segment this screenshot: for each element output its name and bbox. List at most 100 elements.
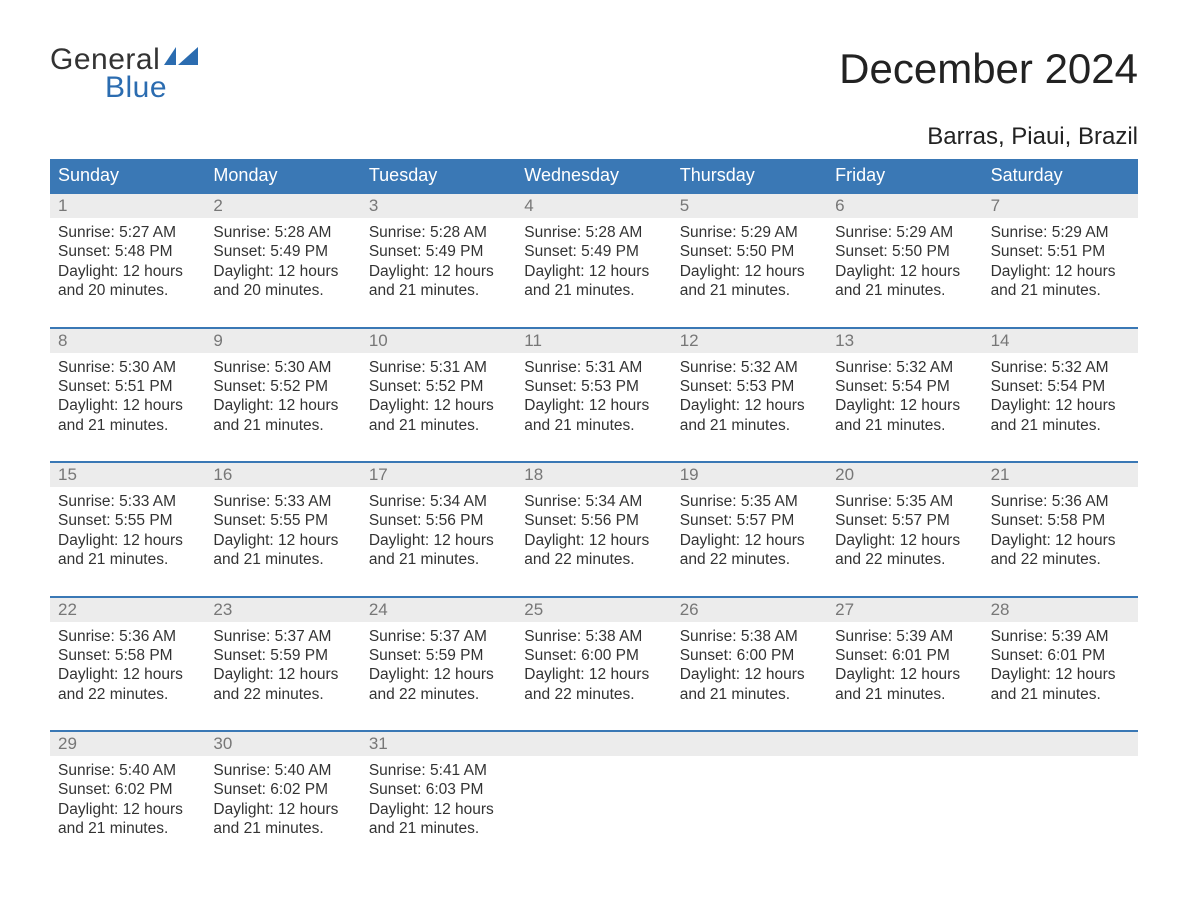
- day-header-row: Sunday Monday Tuesday Wednesday Thursday…: [50, 159, 1138, 192]
- day-cell: Sunrise: 5:31 AMSunset: 5:53 PMDaylight:…: [516, 353, 671, 444]
- daylight-line1: Daylight: 12 hours: [835, 396, 974, 415]
- sunrise-line: Sunrise: 5:39 AM: [991, 627, 1130, 646]
- day-number: 15: [50, 463, 205, 487]
- daylight-line1: Daylight: 12 hours: [991, 262, 1130, 281]
- sunrise-line: Sunrise: 5:37 AM: [213, 627, 352, 646]
- sunrise-line: Sunrise: 5:38 AM: [680, 627, 819, 646]
- daylight-line1: Daylight: 12 hours: [680, 665, 819, 684]
- daylight-line2: and 21 minutes.: [524, 281, 663, 300]
- day-number: [983, 732, 1138, 756]
- daylight-line2: and 21 minutes.: [680, 281, 819, 300]
- day-number: 9: [205, 329, 360, 353]
- day-number: 3: [361, 194, 516, 218]
- day-cell: Sunrise: 5:38 AMSunset: 6:00 PMDaylight:…: [672, 622, 827, 713]
- sunset-line: Sunset: 5:54 PM: [991, 377, 1130, 396]
- sunrise-line: Sunrise: 5:34 AM: [524, 492, 663, 511]
- logo: General Blue: [50, 45, 198, 103]
- day-header: Wednesday: [516, 159, 671, 192]
- day-cell: Sunrise: 5:28 AMSunset: 5:49 PMDaylight:…: [205, 218, 360, 309]
- sunrise-line: Sunrise: 5:34 AM: [369, 492, 508, 511]
- day-number: 31: [361, 732, 516, 756]
- sunset-line: Sunset: 5:49 PM: [213, 242, 352, 261]
- daylight-line1: Daylight: 12 hours: [991, 396, 1130, 415]
- calendar-week: 22232425262728Sunrise: 5:36 AMSunset: 5:…: [50, 596, 1138, 713]
- day-header: Friday: [827, 159, 982, 192]
- sunrise-line: Sunrise: 5:30 AM: [213, 358, 352, 377]
- sunset-line: Sunset: 6:01 PM: [835, 646, 974, 665]
- page-title: December 2024: [839, 45, 1138, 93]
- sunset-line: Sunset: 5:57 PM: [680, 511, 819, 530]
- daylight-line2: and 21 minutes.: [369, 281, 508, 300]
- title-block: December 2024: [839, 45, 1138, 93]
- daylight-line2: and 21 minutes.: [58, 416, 197, 435]
- day-cell: Sunrise: 5:29 AMSunset: 5:51 PMDaylight:…: [983, 218, 1138, 309]
- day-cell: [672, 756, 827, 847]
- sunrise-line: Sunrise: 5:32 AM: [835, 358, 974, 377]
- day-number: [672, 732, 827, 756]
- day-number: 14: [983, 329, 1138, 353]
- day-header: Thursday: [672, 159, 827, 192]
- daylight-line2: and 21 minutes.: [213, 416, 352, 435]
- day-cell: Sunrise: 5:34 AMSunset: 5:56 PMDaylight:…: [361, 487, 516, 578]
- calendar-week: 1234567Sunrise: 5:27 AMSunset: 5:48 PMDa…: [50, 192, 1138, 309]
- sunset-line: Sunset: 5:56 PM: [524, 511, 663, 530]
- sunrise-line: Sunrise: 5:33 AM: [213, 492, 352, 511]
- daylight-line1: Daylight: 12 hours: [524, 531, 663, 550]
- daylight-line2: and 21 minutes.: [835, 685, 974, 704]
- sunrise-line: Sunrise: 5:29 AM: [991, 223, 1130, 242]
- header: General Blue December 2024: [50, 45, 1138, 103]
- daylight-line2: and 22 minutes.: [524, 550, 663, 569]
- sunrise-line: Sunrise: 5:29 AM: [835, 223, 974, 242]
- day-header: Saturday: [983, 159, 1138, 192]
- day-cell: Sunrise: 5:35 AMSunset: 5:57 PMDaylight:…: [827, 487, 982, 578]
- day-number: [516, 732, 671, 756]
- sunrise-line: Sunrise: 5:35 AM: [835, 492, 974, 511]
- calendar: Sunday Monday Tuesday Wednesday Thursday…: [50, 159, 1138, 847]
- sunset-line: Sunset: 5:50 PM: [835, 242, 974, 261]
- day-number: 29: [50, 732, 205, 756]
- sunset-line: Sunset: 5:48 PM: [58, 242, 197, 261]
- sunset-line: Sunset: 5:51 PM: [58, 377, 197, 396]
- daylight-line1: Daylight: 12 hours: [991, 531, 1130, 550]
- sunset-line: Sunset: 5:50 PM: [680, 242, 819, 261]
- day-number: 24: [361, 598, 516, 622]
- sunrise-line: Sunrise: 5:39 AM: [835, 627, 974, 646]
- day-cell: Sunrise: 5:28 AMSunset: 5:49 PMDaylight:…: [516, 218, 671, 309]
- daylight-line1: Daylight: 12 hours: [58, 262, 197, 281]
- daylight-line2: and 22 minutes.: [58, 685, 197, 704]
- sunset-line: Sunset: 6:01 PM: [991, 646, 1130, 665]
- sunset-line: Sunset: 5:53 PM: [680, 377, 819, 396]
- daylight-line1: Daylight: 12 hours: [369, 531, 508, 550]
- daylight-line2: and 21 minutes.: [213, 550, 352, 569]
- sunset-line: Sunset: 5:56 PM: [369, 511, 508, 530]
- daylight-line1: Daylight: 12 hours: [213, 800, 352, 819]
- day-header: Tuesday: [361, 159, 516, 192]
- day-cell: Sunrise: 5:40 AMSunset: 6:02 PMDaylight:…: [50, 756, 205, 847]
- daylight-line1: Daylight: 12 hours: [213, 262, 352, 281]
- daylight-line1: Daylight: 12 hours: [369, 665, 508, 684]
- day-cell: Sunrise: 5:36 AMSunset: 5:58 PMDaylight:…: [50, 622, 205, 713]
- day-header: Sunday: [50, 159, 205, 192]
- daylight-line1: Daylight: 12 hours: [835, 665, 974, 684]
- day-cell: Sunrise: 5:34 AMSunset: 5:56 PMDaylight:…: [516, 487, 671, 578]
- sunrise-line: Sunrise: 5:37 AM: [369, 627, 508, 646]
- daylight-line2: and 21 minutes.: [369, 819, 508, 838]
- day-cell: Sunrise: 5:36 AMSunset: 5:58 PMDaylight:…: [983, 487, 1138, 578]
- day-cell: [516, 756, 671, 847]
- logo-flag-icon: [164, 45, 198, 75]
- day-cell: [983, 756, 1138, 847]
- day-cell: Sunrise: 5:29 AMSunset: 5:50 PMDaylight:…: [672, 218, 827, 309]
- daylight-line1: Daylight: 12 hours: [524, 262, 663, 281]
- day-number-row: 15161718192021: [50, 463, 1138, 487]
- sunset-line: Sunset: 5:53 PM: [524, 377, 663, 396]
- sunset-line: Sunset: 5:58 PM: [991, 511, 1130, 530]
- sunrise-line: Sunrise: 5:32 AM: [991, 358, 1130, 377]
- daylight-line1: Daylight: 12 hours: [835, 262, 974, 281]
- sunset-line: Sunset: 5:59 PM: [213, 646, 352, 665]
- sunset-line: Sunset: 5:52 PM: [369, 377, 508, 396]
- daylight-line1: Daylight: 12 hours: [680, 396, 819, 415]
- daylight-line2: and 21 minutes.: [369, 416, 508, 435]
- sunset-line: Sunset: 5:55 PM: [213, 511, 352, 530]
- sunrise-line: Sunrise: 5:27 AM: [58, 223, 197, 242]
- daylight-line2: and 21 minutes.: [369, 550, 508, 569]
